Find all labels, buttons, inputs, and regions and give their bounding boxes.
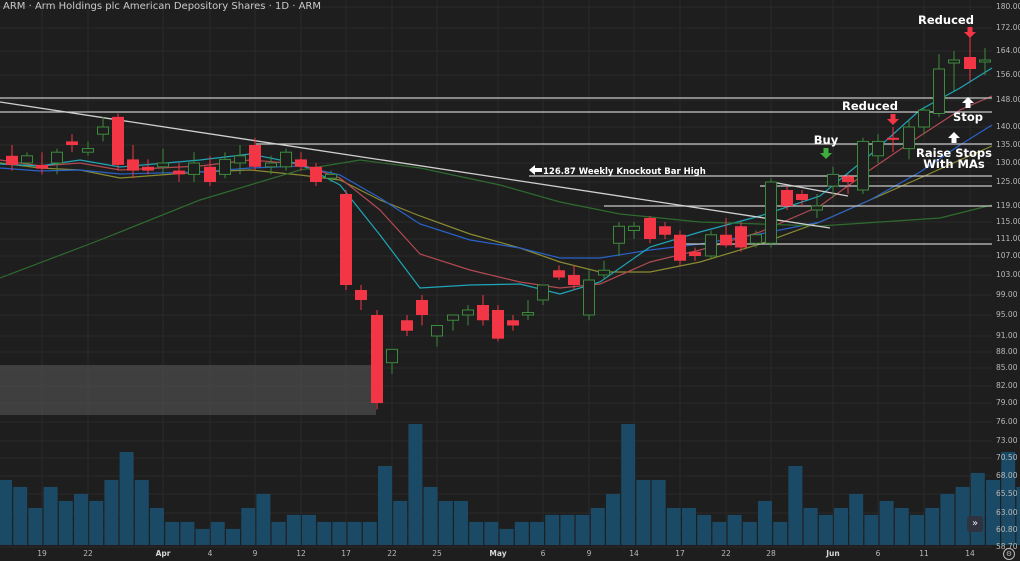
price-tick: 65.50 — [996, 489, 1018, 498]
chart-grid — [0, 0, 992, 548]
volume-bars — [0, 423, 1020, 545]
price-tick: 148.00 — [996, 95, 1020, 104]
time-tick: 28 — [766, 549, 776, 558]
price-tick: 135.00 — [996, 140, 1020, 149]
chart-title: ARM · Arm Holdings plc American Deposito… — [3, 1, 322, 12]
price-tick: 140.00 — [996, 122, 1020, 131]
raise-stops-label: Raise Stops — [916, 146, 992, 160]
price-tick: 88.00 — [996, 347, 1018, 356]
time-tick: 25 — [432, 549, 442, 558]
time-tick: 19 — [37, 549, 47, 558]
price-tick: 99.00 — [996, 290, 1018, 299]
price-tick: 79.00 — [996, 398, 1018, 407]
price-tick: 172.00 — [996, 23, 1020, 32]
time-tick: 22 — [387, 549, 397, 558]
time-tick: 4 — [207, 549, 213, 558]
reduced-label-2: Reduced — [918, 13, 974, 27]
price-tick: 111.00 — [996, 234, 1020, 243]
price-tick: 130.00 — [996, 158, 1020, 167]
price-tick: 119.00 — [996, 201, 1020, 210]
time-tick: Apr — [155, 549, 171, 558]
time-tick: May — [489, 549, 507, 558]
price-tick: 180.00 — [996, 2, 1020, 11]
price-tick: 68.00 — [996, 471, 1018, 480]
price-tick: 73.00 — [996, 436, 1018, 445]
candles — [6, 33, 991, 410]
time-tick: 9 — [252, 549, 258, 558]
price-tick: 115.00 — [996, 217, 1020, 226]
time-tick: 14 — [965, 549, 975, 558]
time-tick: 6 — [540, 549, 546, 558]
price-tick: 82.00 — [996, 381, 1018, 390]
price-tick: 63.00 — [996, 508, 1018, 517]
price-tick: 107.00 — [996, 251, 1020, 260]
time-tick: Jun — [826, 549, 840, 558]
time-tick: 14 — [629, 549, 639, 558]
price-tick: 125.00 — [996, 177, 1020, 186]
trendlines — [0, 101, 849, 229]
time-tick: 22 — [721, 549, 731, 558]
time-tick: 17 — [675, 549, 685, 558]
stop-label: Stop — [953, 110, 983, 124]
horizontal-levels — [0, 97, 992, 245]
annotation-arrows — [529, 27, 976, 175]
time-tick: 12 — [296, 549, 306, 558]
price-tick: 58.70 — [996, 542, 1018, 551]
knockout-label: 126.87 Weekly Knockout Bar High — [543, 167, 706, 177]
scroll-to-latest-button[interactable]: » — [967, 516, 983, 532]
buy-label: Buy — [813, 133, 839, 147]
time-tick: 17 — [341, 549, 351, 558]
price-tick: 164.00 — [996, 46, 1020, 55]
price-tick: 103.00 — [996, 270, 1020, 279]
price-tick: 70.50 — [996, 453, 1018, 462]
gap-zone — [0, 365, 376, 415]
price-tick: 60.80 — [996, 525, 1018, 534]
price-tick: 85.00 — [996, 363, 1018, 372]
price-tick: 76.00 — [996, 417, 1018, 426]
time-tick: 9 — [586, 549, 592, 558]
time-tick: 6 — [875, 549, 881, 558]
settings-gear-icon[interactable]: ⚙ — [1003, 548, 1015, 560]
time-tick: 11 — [919, 549, 929, 558]
reduced-label-1: Reduced — [842, 99, 898, 113]
price-tick: 91.00 — [996, 331, 1018, 340]
price-tick: 156.00 — [996, 70, 1020, 79]
with-mas-label: With MAs — [923, 157, 985, 171]
time-tick: 22 — [83, 549, 93, 558]
price-tick: 95.00 — [996, 310, 1018, 319]
